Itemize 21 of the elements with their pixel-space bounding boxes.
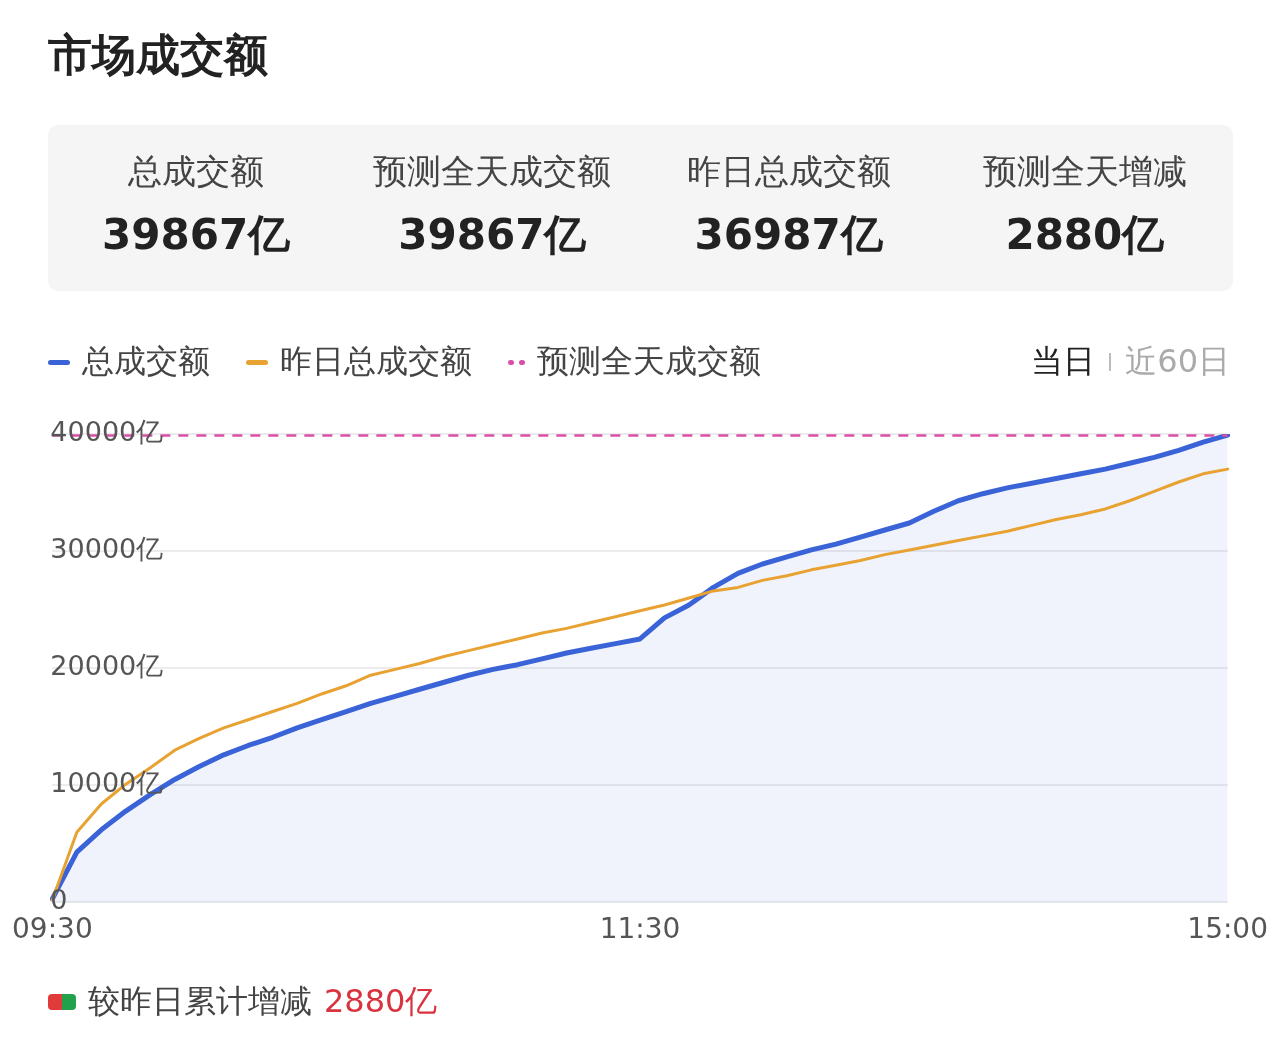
text: 2880亿 [1004, 209, 1166, 261]
text: 总成交额 [127, 150, 266, 193]
y-tick-label: 40000亿 [50, 416, 164, 448]
x-tick-label: 15:00 [1187, 912, 1269, 946]
legend-label: 预测全天成交额 [537, 341, 761, 382]
text: 近60日 [1125, 341, 1230, 382]
chart-title: 市场成交额 [48, 28, 268, 82]
legend-label: 总成交额 [82, 341, 210, 382]
x-tick-label: 11:30 [599, 912, 681, 946]
text: 39867亿 [101, 209, 292, 261]
text: 36987亿 [693, 209, 884, 261]
y-tick-label: 20000亿 [50, 650, 164, 682]
text: 当日 [1031, 341, 1096, 382]
text: 预测全天成交额 [372, 150, 613, 193]
legend-label: 昨日总成交额 [280, 341, 472, 382]
text: 39867亿 [397, 209, 588, 261]
y-tick-label: 30000亿 [50, 533, 164, 565]
text: 较昨日累计增减 [88, 981, 312, 1022]
text: 2880亿 [324, 981, 438, 1022]
text: 昨日总成交额 [685, 150, 892, 193]
text: 预测全天增减 [981, 150, 1188, 193]
